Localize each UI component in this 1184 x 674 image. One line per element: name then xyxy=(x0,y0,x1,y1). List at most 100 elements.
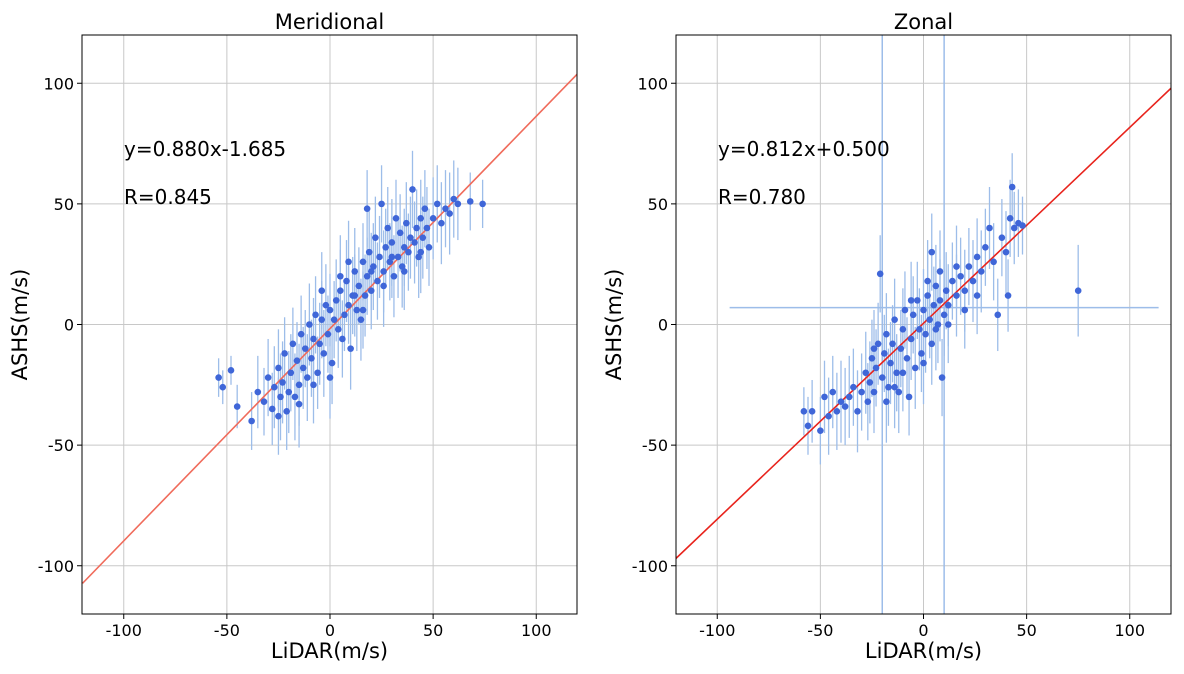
data-point xyxy=(363,272,371,280)
data-point xyxy=(825,412,832,420)
x-tick-label: 0 xyxy=(918,621,928,640)
data-point xyxy=(227,367,235,374)
data-point xyxy=(417,248,425,256)
data-point xyxy=(314,369,321,377)
data-point xyxy=(260,398,268,406)
data-point xyxy=(382,244,389,251)
data-point xyxy=(965,263,973,270)
data-point xyxy=(940,311,948,319)
data-point xyxy=(376,253,383,261)
panel-meridional: -100 -50 0 50 100 -100 -50 0 50 100 Meridional LiDA… xyxy=(8,10,578,663)
data-point xyxy=(413,224,420,232)
data-point xyxy=(891,316,898,323)
data-point xyxy=(907,297,915,304)
data-point xyxy=(407,234,414,241)
data-point xyxy=(994,311,1002,319)
data-point xyxy=(287,369,295,377)
data-point xyxy=(897,345,905,352)
x-tick-label: 0 xyxy=(325,621,335,640)
panel-title: Zonal xyxy=(894,10,953,34)
data-point xyxy=(411,239,418,246)
data-point xyxy=(351,268,359,275)
data-point xyxy=(821,393,828,401)
data-point xyxy=(928,248,936,256)
y-tick-label: 50 xyxy=(54,195,74,214)
data-point xyxy=(357,316,365,323)
data-point xyxy=(829,388,837,396)
data-point xyxy=(1002,248,1010,256)
data-point xyxy=(479,200,486,208)
data-point xyxy=(973,292,981,299)
data-point xyxy=(969,277,977,285)
data-point xyxy=(899,326,907,333)
correlation-text: R=0.780 xyxy=(718,185,806,209)
data-point xyxy=(932,326,940,333)
data-point xyxy=(870,345,878,352)
data-point xyxy=(372,234,379,241)
y-axis-label: ASHS(m/s) xyxy=(8,269,32,381)
data-point xyxy=(367,287,375,295)
data-point xyxy=(277,393,284,401)
x-tick-label: -50 xyxy=(214,621,240,640)
data-point xyxy=(808,408,816,415)
data-point xyxy=(916,326,923,333)
data-point xyxy=(864,398,872,406)
data-point xyxy=(293,357,301,364)
data-point xyxy=(423,224,431,232)
data-point xyxy=(347,345,354,352)
data-point xyxy=(949,277,956,285)
data-point xyxy=(417,215,425,222)
data-point xyxy=(973,253,981,261)
data-point xyxy=(365,248,373,256)
data-point xyxy=(306,321,313,328)
data-point xyxy=(854,408,861,415)
data-point xyxy=(332,297,340,304)
data-point xyxy=(351,292,359,299)
data-point xyxy=(425,244,433,251)
data-point xyxy=(254,388,262,396)
data-point xyxy=(961,287,969,295)
data-point xyxy=(998,234,1006,241)
data-point xyxy=(942,287,950,295)
plot-area xyxy=(82,73,577,584)
data-point xyxy=(889,340,896,348)
data-point xyxy=(310,381,317,389)
x-tick-label: -50 xyxy=(807,621,833,640)
data-point xyxy=(388,239,396,246)
data-point xyxy=(930,301,938,309)
data-point xyxy=(887,359,894,367)
y-tick-label: 0 xyxy=(658,316,668,335)
data-point xyxy=(899,369,907,377)
data-point xyxy=(394,253,402,261)
data-point xyxy=(932,282,940,290)
data-point xyxy=(914,297,921,304)
data-point xyxy=(909,311,917,319)
data-point xyxy=(353,306,361,314)
data-point xyxy=(928,340,936,348)
y-tick-label: -100 xyxy=(632,557,668,576)
data-point xyxy=(922,330,929,338)
fit-line xyxy=(82,73,577,584)
data-point xyxy=(961,306,969,314)
data-point xyxy=(409,186,416,193)
data-point xyxy=(361,292,369,299)
data-point xyxy=(339,335,346,343)
data-point xyxy=(866,379,874,386)
data-point xyxy=(330,316,338,323)
data-point xyxy=(359,306,367,314)
data-point xyxy=(817,427,824,434)
data-point xyxy=(324,330,332,338)
data-point xyxy=(396,229,404,237)
y-tick-label: -50 xyxy=(48,436,74,455)
data-point xyxy=(326,306,334,314)
data-point xyxy=(953,292,960,299)
data-point xyxy=(304,374,311,381)
data-point xyxy=(367,268,375,275)
data-point xyxy=(876,270,884,278)
data-point xyxy=(279,379,286,386)
y-axis-label: ASHS(m/s) xyxy=(602,269,626,381)
data-point xyxy=(924,292,931,299)
data-point xyxy=(926,316,933,323)
y-tick-label: -50 xyxy=(642,436,668,455)
